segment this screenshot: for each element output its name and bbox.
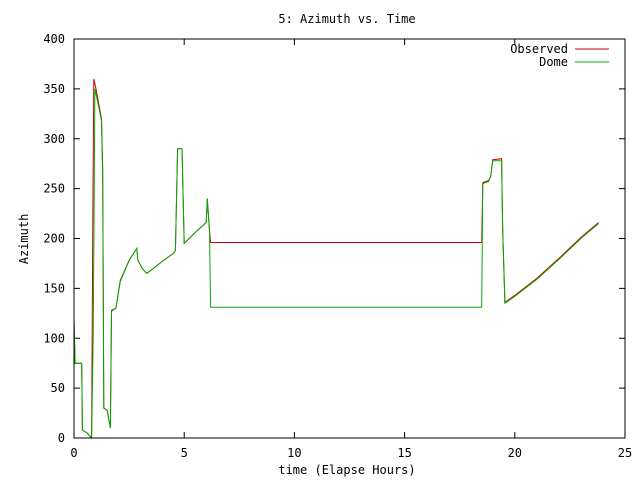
y-tick-label: 50 [51, 381, 65, 395]
y-tick-label: 150 [43, 281, 65, 295]
legend-label-observed: Observed [510, 42, 568, 56]
series-line-observed [73, 78, 599, 440]
y-tick-label: 250 [43, 182, 65, 196]
y-tick-label: 200 [43, 232, 65, 246]
y-axis-label: Azimuth [17, 214, 31, 265]
legend-label-dome: Dome [539, 55, 568, 69]
y-tick-label: 350 [43, 82, 65, 96]
x-axis-label: time (Elapse Hours) [278, 463, 415, 477]
chart-title: 5: Azimuth vs. Time [278, 12, 415, 26]
series-line-dome [73, 88, 599, 440]
x-tick-label: 0 [70, 446, 77, 460]
y-axis-ticks: 0 50 100 150 200 250 300 350 400 [43, 32, 625, 445]
x-axis-ticks: 0 5 10 15 20 25 [70, 39, 632, 460]
series-lines [73, 78, 599, 440]
x-tick-label: 5 [181, 446, 188, 460]
x-tick-label: 10 [287, 446, 301, 460]
x-tick-label: 15 [397, 446, 411, 460]
y-tick-label: 100 [43, 331, 65, 345]
x-tick-label: 25 [618, 446, 632, 460]
plot-frame [73, 38, 626, 439]
y-tick-label: 300 [43, 132, 65, 146]
y-tick-label: 400 [43, 32, 65, 46]
x-tick-label: 20 [508, 446, 522, 460]
y-tick-label: 0 [58, 431, 65, 445]
